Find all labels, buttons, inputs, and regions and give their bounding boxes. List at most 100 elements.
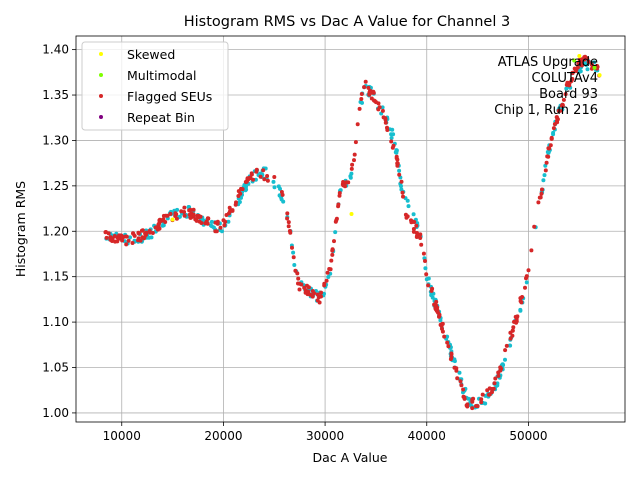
flagged-seus-point	[421, 251, 426, 256]
flagged-seus-point	[116, 236, 121, 241]
flagged-seus-point	[560, 102, 565, 107]
flagged-seus-point	[564, 82, 569, 87]
flagged-seus-point	[543, 168, 548, 173]
skewed-point	[170, 217, 175, 222]
flagged-seus-point	[419, 242, 424, 247]
flagged-seus-point	[279, 190, 284, 194]
legend-marker-multimodal	[99, 73, 103, 77]
flagged-seus-point	[545, 154, 550, 159]
flagged-seus-point	[504, 343, 509, 348]
annotation-line-1: ATLAS Upgrade	[498, 55, 598, 70]
flagged-seus-point	[518, 299, 523, 304]
axis-ticks: 10000 20000 30000 40000 50000 1.00 1.05 1.10 1.1…	[42, 43, 547, 443]
flagged-seus-point	[317, 295, 321, 300]
flagged-seus-point	[205, 221, 210, 226]
flagged-seus-point	[148, 230, 153, 235]
annotation-line-3: Board 93	[539, 87, 598, 102]
flagged-seus-point	[546, 146, 551, 151]
flagged-seus-point	[498, 365, 503, 370]
flagged-seus-point	[218, 225, 223, 230]
flagged-seus-point	[188, 207, 193, 212]
normal-point	[244, 187, 249, 192]
flagged-seus-point	[233, 202, 238, 207]
flagged-seus-point	[445, 340, 450, 345]
flagged-seus-point	[577, 57, 582, 62]
flagged-seus-point	[518, 296, 523, 301]
flagged-seus-point	[130, 241, 135, 245]
flagged-seus-point	[403, 212, 408, 217]
flagged-seus-point	[412, 220, 417, 224]
flagged-seus-point	[552, 122, 557, 127]
flagged-seus-point	[285, 216, 290, 221]
flagged-seus-point	[103, 230, 108, 234]
flagged-seus-point	[399, 179, 404, 184]
normal-point	[411, 212, 416, 217]
flagged-seus-point	[544, 160, 549, 165]
flagged-seus-point	[510, 333, 515, 338]
flagged-seus-point	[480, 392, 485, 397]
normal-point	[405, 198, 410, 203]
normal-point	[461, 390, 465, 395]
flagged-seus-point	[555, 117, 560, 122]
normal-point	[424, 277, 429, 282]
flagged-seus-point	[173, 211, 178, 216]
y-tick-label: 1.00	[42, 406, 69, 420]
normal-point	[545, 150, 550, 154]
legend-label-flagged-seus: Flagged SEUs	[127, 89, 212, 104]
flagged-seus-point	[286, 220, 291, 225]
normal-point	[209, 219, 214, 224]
skewed-point	[577, 54, 582, 58]
flagged-seus-point	[214, 229, 219, 234]
normal-point	[394, 148, 399, 153]
flagged-seus-point	[329, 258, 334, 263]
normal-point	[326, 275, 331, 279]
flagged-seus-point	[579, 63, 584, 68]
y-tick-label: 1.10	[42, 315, 69, 329]
flagged-seus-point	[561, 97, 566, 102]
flagged-seus-point	[539, 191, 544, 196]
flagged-seus-point	[297, 287, 302, 292]
legend: Skewed Multimodal Flagged SEUs Repeat Bi…	[81, 41, 229, 131]
flagged-seus-point	[120, 238, 125, 243]
legend-box	[81, 41, 229, 131]
flagged-seus-point	[136, 230, 141, 235]
flagged-seus-point	[492, 381, 497, 386]
flagged-seus-point	[261, 168, 266, 173]
flagged-seus-point	[155, 227, 160, 232]
flagged-seus-point	[493, 376, 498, 381]
flagged-seus-point	[182, 213, 187, 218]
y-tick-label: 1.40	[42, 43, 69, 57]
flagged-seus-point	[496, 373, 501, 378]
flagged-seus-point	[265, 174, 270, 178]
normal-point	[518, 307, 523, 312]
flagged-seus-point	[511, 325, 516, 330]
flagged-seus-point	[286, 224, 291, 229]
flagged-seus-point	[470, 406, 475, 411]
flagged-seus-point	[288, 230, 293, 235]
flagged-seus-point	[454, 368, 459, 373]
normal-point	[543, 163, 548, 168]
flagged-seus-point	[126, 238, 131, 243]
flagged-seus-point	[401, 194, 405, 199]
flagged-seus-point	[475, 404, 480, 409]
normal-point	[507, 343, 512, 348]
x-tick-label: 40000	[408, 429, 446, 443]
flagged-seus-point	[455, 376, 460, 381]
flagged-seus-point	[143, 231, 148, 236]
flagged-seus-point	[352, 152, 357, 157]
normal-point	[211, 225, 216, 230]
flagged-seus-point	[344, 180, 349, 185]
normal-point	[389, 136, 394, 140]
flagged-seus-point	[297, 281, 302, 286]
flagged-seus-point	[222, 223, 227, 228]
normal-point	[175, 207, 180, 212]
flagged-seus-point	[328, 267, 333, 272]
flagged-seus-point	[174, 216, 179, 221]
normal-point	[423, 266, 428, 271]
flagged-seus-point	[523, 285, 527, 290]
flagged-seus-point	[306, 289, 311, 294]
flagged-seus-point	[465, 404, 470, 409]
flagged-seus-point	[131, 231, 135, 236]
multimodal-point	[592, 65, 597, 70]
normal-point	[360, 100, 364, 105]
